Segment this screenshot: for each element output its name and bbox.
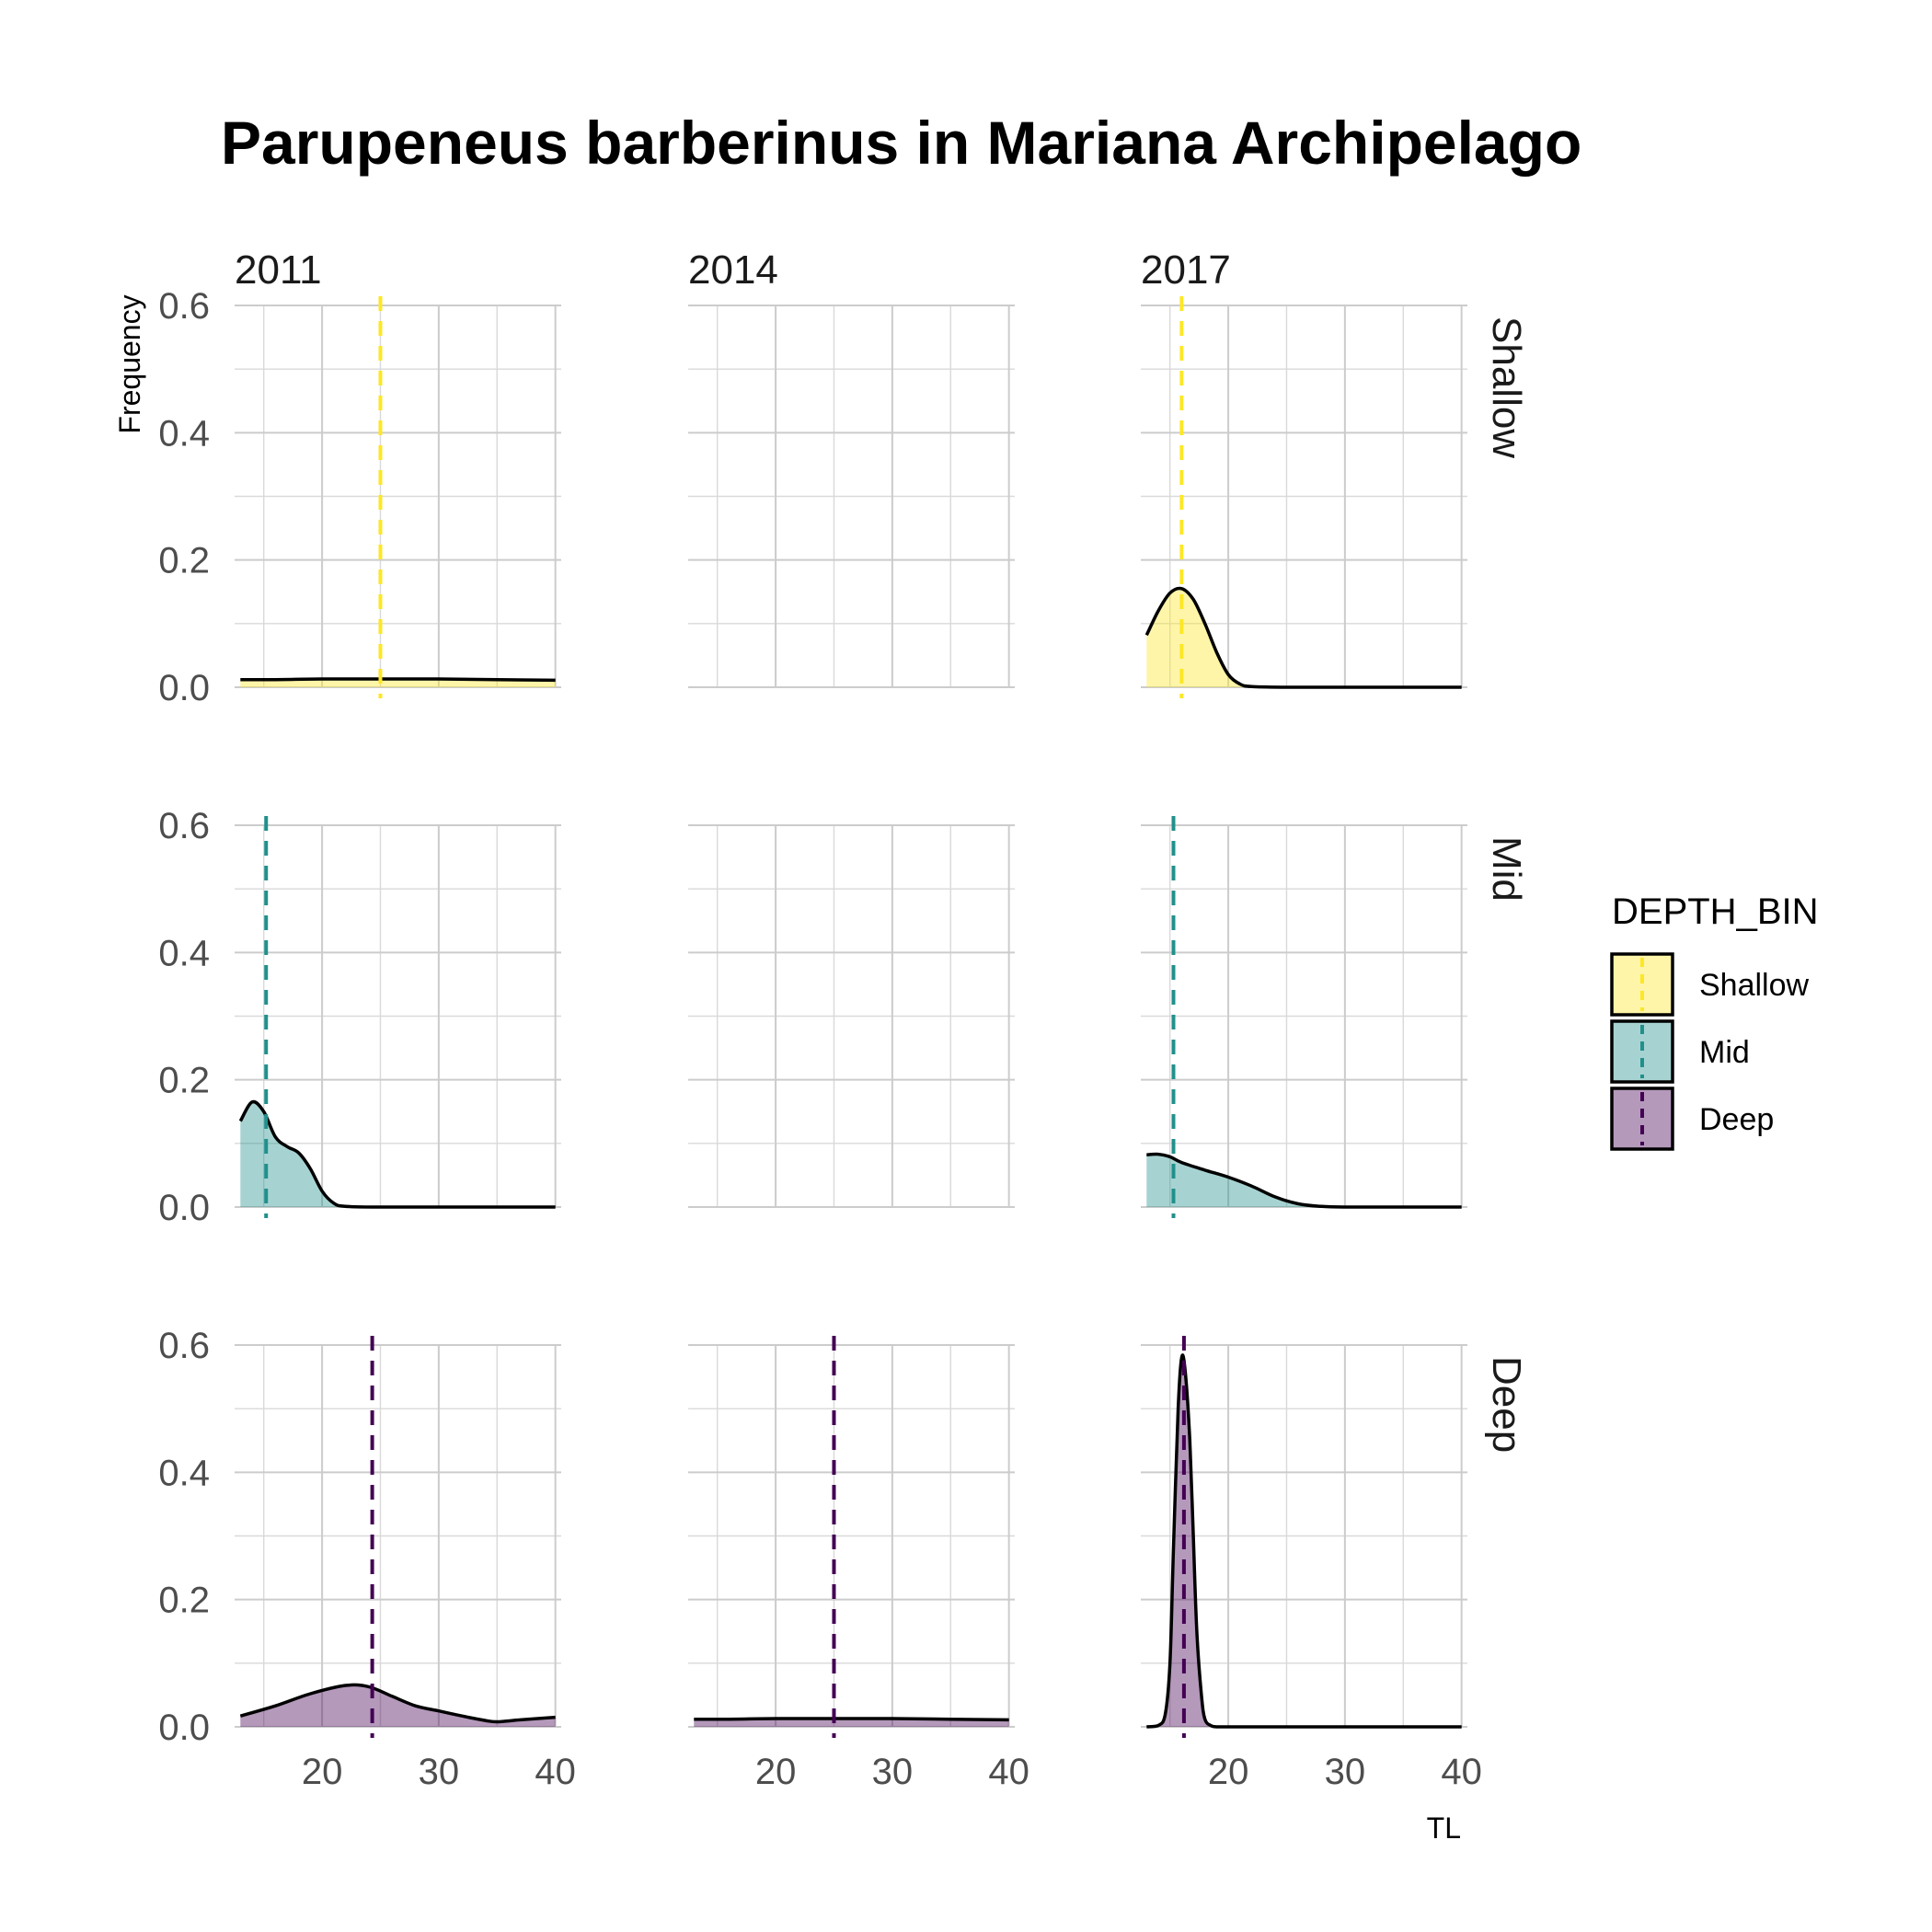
panel-deep-2017: 20 30 40 Deep — [1141, 1336, 1529, 1792]
y-tick-label: 0.4 — [158, 933, 210, 973]
density-curve-shallow-2017 — [1144, 586, 1462, 689]
legend-key-deep — [1610, 1087, 1674, 1151]
facet-grid: 0.0 0.2 0.4 0.6 2011 2014 2017 Shallow 0.0 0.2 0.4… — [158, 247, 1529, 1792]
density-area-mid-2017 — [1146, 1154, 1462, 1207]
density-curve-deep-2011 — [239, 1683, 556, 1724]
legend-label-mid: Mid — [1699, 1035, 1750, 1070]
panel-mid-2017: Mid — [1141, 816, 1529, 1218]
facet-col-label-2014: 2014 — [688, 247, 778, 293]
density-area-deep-2011 — [240, 1685, 556, 1727]
x-tick-label: 40 — [535, 1752, 576, 1792]
x-tick-label: 20 — [302, 1752, 343, 1792]
facet-row-label-shallow: Shallow — [1484, 316, 1529, 458]
x-tick-label: 30 — [1325, 1752, 1366, 1792]
density-area-deep-2017 — [1146, 1354, 1462, 1727]
panel-deep-2014: 20 30 40 — [688, 1336, 1029, 1792]
facet-col-label-2011: 2011 — [235, 247, 322, 293]
x-tick-label: 40 — [988, 1752, 1029, 1792]
y-axis-title: Frequency — [113, 294, 146, 433]
y-tick-label: 0.6 — [158, 806, 210, 846]
y-tick-label: 0.4 — [158, 413, 210, 454]
panel-shallow-2011: 0.0 0.2 0.4 0.6 2011 — [158, 247, 561, 708]
density-area-shallow-2011 — [240, 678, 556, 687]
legend-item-mid: Mid — [1610, 1019, 1750, 1084]
y-tick-label: 0.6 — [158, 286, 210, 327]
x-tick-label: 30 — [872, 1752, 914, 1792]
x-tick-label: 30 — [419, 1752, 460, 1792]
density-curve-deep-2017 — [1146, 1353, 1462, 1729]
y-tick-label: 0.2 — [158, 1581, 210, 1621]
legend-item-deep: Deep — [1610, 1087, 1774, 1151]
legend-label-deep: Deep — [1699, 1102, 1774, 1137]
facet-row-label-mid: Mid — [1484, 836, 1529, 902]
y-tick-label: 0.6 — [158, 1326, 210, 1366]
x-tick-label: 40 — [1441, 1752, 1482, 1792]
legend-label-shallow: Shallow — [1699, 968, 1810, 1003]
y-tick-label: 0.4 — [158, 1453, 210, 1493]
facet-col-label-2017: 2017 — [1141, 247, 1231, 293]
panel-shallow-2017: 2017 Shallow — [1141, 247, 1529, 698]
legend: DEPTH_BIN Shallow Mid Deep — [1610, 891, 1819, 1151]
x-axis-title: TL — [1427, 1811, 1461, 1845]
density-curve-mid-2011 — [238, 1099, 556, 1209]
panel-mid-2011: 0.0 0.2 0.4 0.6 — [158, 806, 561, 1228]
legend-key-mid — [1610, 1019, 1674, 1084]
panel-shallow-2014: 2014 — [688, 247, 1015, 688]
density-curve-mid-2017 — [1146, 1152, 1462, 1209]
y-tick-label: 0.2 — [158, 541, 210, 581]
y-tick-label: 0.2 — [158, 1061, 210, 1101]
legend-item-shallow: Shallow — [1610, 952, 1810, 1017]
y-tick-label: 0.0 — [158, 668, 210, 708]
chart-title: Parupeneus barberinus in Mariana Archipe… — [221, 109, 1581, 177]
legend-title: DEPTH_BIN — [1612, 891, 1819, 932]
panel-deep-2011: 0.0 0.2 0.4 0.6 20 30 40 — [158, 1326, 576, 1792]
y-tick-label: 0.0 — [158, 1188, 210, 1228]
density-area-deep-2014 — [694, 1718, 1009, 1727]
y-tick-label: 0.0 — [158, 1708, 210, 1748]
x-tick-label: 20 — [1208, 1752, 1249, 1792]
density-curve-shallow-2011 — [240, 677, 556, 683]
panel-mid-2014 — [688, 824, 1015, 1208]
facet-row-label-deep: Deep — [1484, 1356, 1529, 1453]
x-tick-label: 20 — [755, 1752, 797, 1792]
density-area-mid-2011 — [240, 1101, 556, 1207]
